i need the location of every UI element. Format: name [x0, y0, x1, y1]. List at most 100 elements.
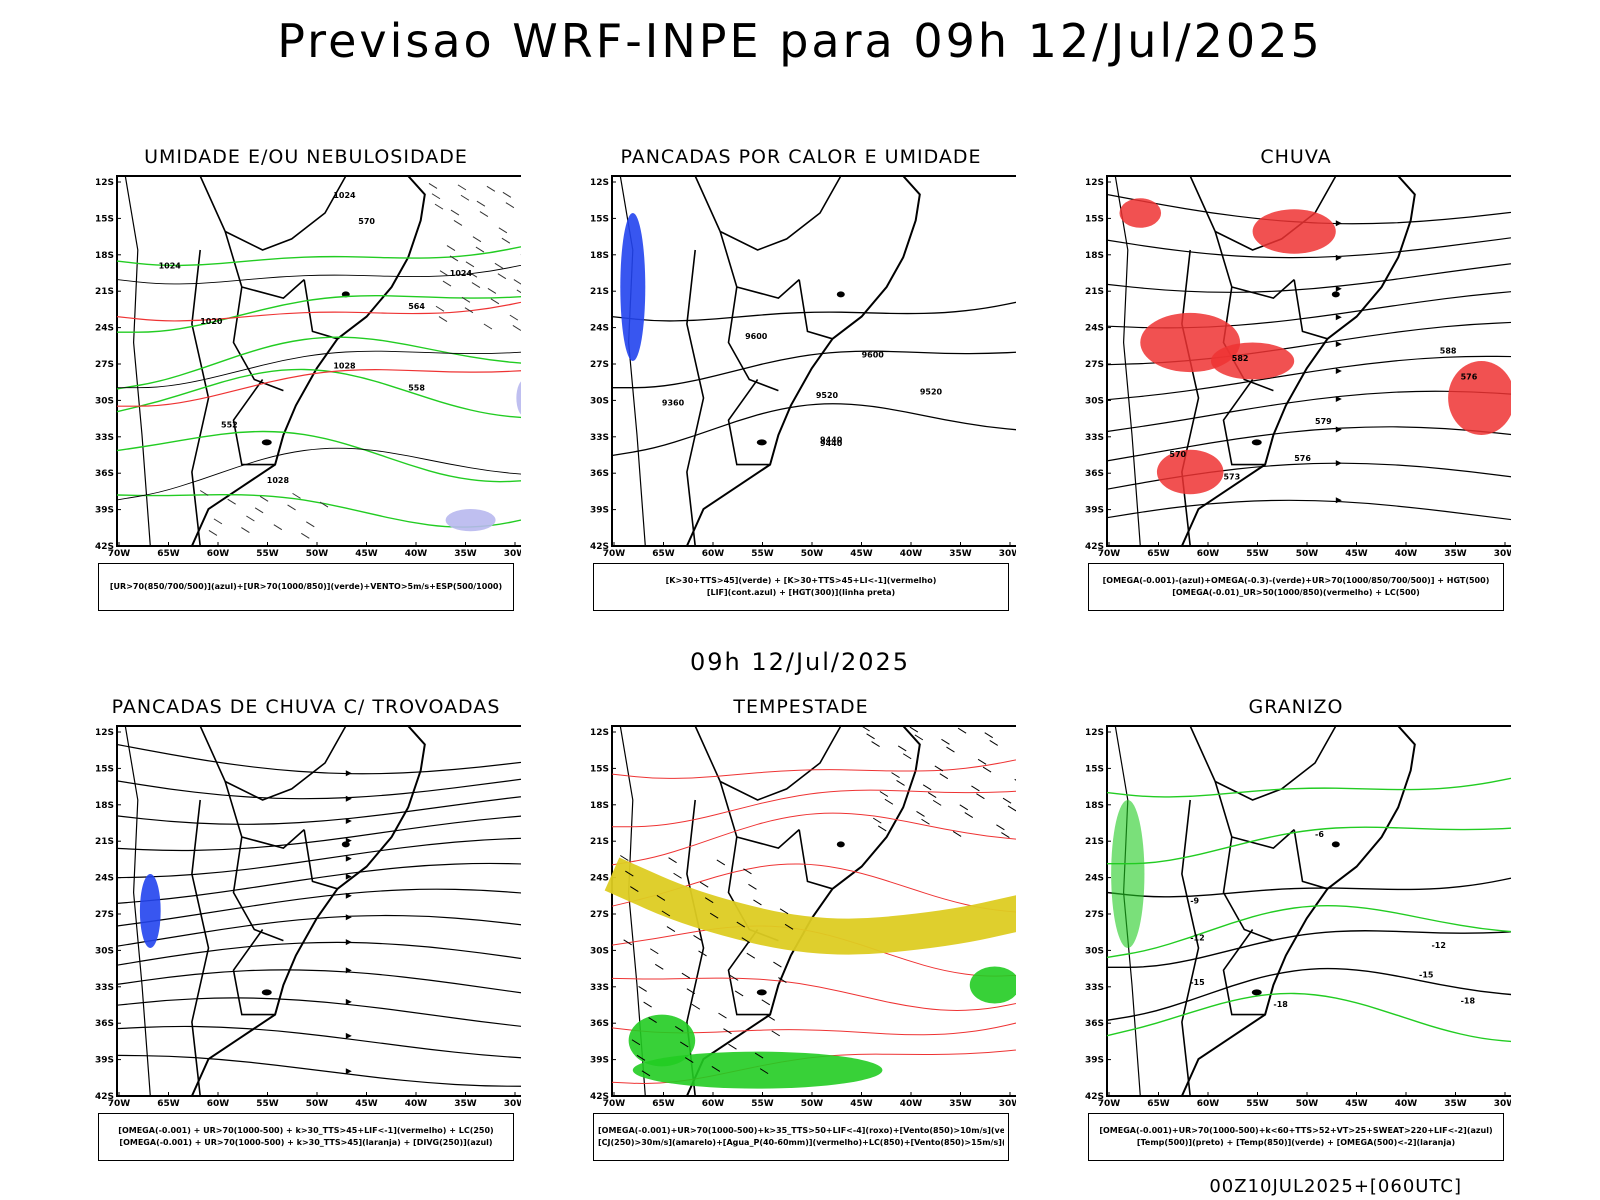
streamline — [116, 1025, 521, 1059]
lake — [836, 291, 845, 298]
lon-tick-label: 70W — [108, 549, 131, 559]
streamline — [116, 914, 521, 947]
wind-vector — [718, 1012, 727, 1019]
wind-vector — [631, 1039, 641, 1046]
contour-line — [116, 336, 521, 390]
lon-tick-label: 40W — [1395, 549, 1418, 559]
contour-label: 9600 — [862, 350, 885, 359]
lat-tick-label: 42S — [95, 1092, 114, 1102]
lon-tick-label: 65W — [157, 1099, 180, 1109]
contours — [116, 301, 521, 407]
lon-tick-label: 55W — [256, 1099, 279, 1109]
wind-vector — [884, 798, 894, 805]
lat-tick-label: 18S — [590, 801, 609, 811]
streamline-arrow — [345, 892, 352, 899]
lon-tick-label: 30W — [504, 549, 521, 559]
contour-label: 9600 — [745, 332, 768, 341]
contours — [116, 264, 521, 501]
wind-vector — [746, 952, 756, 959]
wind-vector — [306, 521, 315, 528]
contour-labels: 9600 9520 9440 9360 9600 9520 9440 — [662, 332, 943, 448]
contour-label: -6 — [1315, 830, 1324, 839]
wind-vectors — [199, 490, 329, 539]
wind-vector — [638, 986, 647, 992]
contour-label: 576 — [1294, 454, 1311, 463]
state-border — [232, 286, 284, 392]
streamline-arrow — [345, 1032, 352, 1039]
shade — [516, 381, 521, 415]
lon-tick-label: 65W — [652, 549, 675, 559]
lon-tick-label: 70W — [1098, 1099, 1121, 1109]
streamline — [116, 969, 521, 994]
wind-vector — [319, 501, 329, 508]
wind-vector — [213, 518, 223, 525]
state-border — [199, 175, 347, 251]
state-border — [191, 249, 210, 547]
wind-vector — [1002, 797, 1012, 804]
lat-tick-label: 33S — [590, 433, 609, 443]
wind-vector — [656, 895, 666, 901]
shade — [1252, 209, 1336, 254]
wind-vector — [461, 296, 471, 303]
wind-vector — [623, 939, 632, 946]
shade — [1448, 361, 1511, 435]
panel-chuva: CHUVA 12S 15S 18S 21S 24S 27S 30S 33S 36S 39S 42S 7… — [1081, 146, 1511, 646]
wind-vector — [872, 817, 882, 824]
wind-vector — [460, 194, 470, 201]
panel-title: GRANIZO — [1248, 696, 1344, 718]
map-frame — [1106, 725, 1511, 1097]
contour-line — [116, 246, 521, 267]
shade — [628, 1014, 696, 1067]
streamline — [116, 743, 521, 775]
lat-tick-label: 36S — [1085, 469, 1104, 479]
panel-umidade: UMIDADE E/OU NEBULOSIDADE 12S 15S 18S 21S 24… — [91, 146, 521, 646]
contour-label: 9440 — [820, 435, 843, 444]
lat-tick-label: 18S — [1085, 801, 1104, 811]
wind-vector — [691, 1003, 701, 1010]
wind-vector — [934, 765, 944, 772]
lon-tick-label: 55W — [751, 1099, 774, 1109]
lat-tick-label: 42S — [95, 542, 114, 552]
legend-line: [OMEGA(-0.01)_UR>50(1000/850)(vermelho) … — [1172, 588, 1420, 597]
lat-tick-label: 42S — [590, 1092, 609, 1102]
contour-line — [611, 977, 1016, 1011]
lat-tick-label: 27S — [95, 360, 114, 370]
shaded-area — [628, 966, 1016, 1089]
wind-vector — [465, 261, 475, 268]
panel-granizo: GRANIZO 12S 15S 18S 21S 24S 27S 30S 33S 36S 39S 42… — [1081, 696, 1511, 1196]
state-border — [694, 175, 842, 251]
lat-tick-label: 39S — [590, 506, 609, 516]
wind-vectors — [620, 855, 794, 1077]
streamline — [116, 796, 521, 825]
contour-line — [116, 368, 521, 419]
lon-tick-label: 30W — [504, 1099, 521, 1109]
lat-tick-label: 15S — [95, 764, 114, 774]
contours — [1106, 877, 1511, 1021]
contour-line — [116, 493, 521, 528]
lat-tick-label: 36S — [590, 469, 609, 479]
lon-tick-label: 35W — [949, 1099, 972, 1109]
lat-tick-label: 21S — [1085, 837, 1104, 847]
lake — [261, 439, 272, 446]
state-border — [303, 279, 338, 340]
state-border — [199, 725, 347, 801]
wind-vector — [431, 193, 441, 200]
wind-vector — [957, 727, 967, 734]
contour-line — [116, 430, 521, 483]
lon-tick-label: 65W — [1147, 549, 1170, 559]
streamline — [1106, 462, 1511, 490]
shade — [1111, 800, 1145, 948]
panel-title: UMIDADE E/OU NEBULOSIDADE — [144, 146, 468, 168]
wind-vector — [516, 289, 521, 294]
contour-label: 573 — [1223, 472, 1240, 481]
lake — [261, 989, 272, 996]
lat-tick-label: 15S — [590, 764, 609, 774]
panel-title: PANCADAS DE CHUVA C/ TROVOADAS — [111, 696, 501, 718]
streamline-arrow — [1335, 341, 1342, 348]
wind-vector — [453, 219, 463, 226]
lon-tick-label: 70W — [603, 549, 626, 559]
lat-tick-label: 18S — [590, 251, 609, 261]
wind-vector — [939, 773, 949, 780]
